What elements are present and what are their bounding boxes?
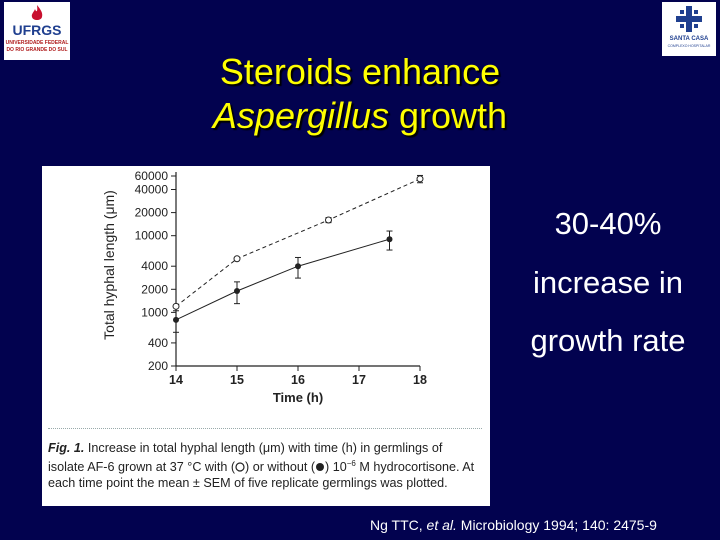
title-line-2: Aspergillus growth (0, 94, 720, 138)
y-tick-label-7: 40000 (135, 183, 169, 197)
x-tick-label-2: 16 (291, 373, 305, 387)
caption-text-3: ) 10 (325, 460, 347, 475)
open-circle-icon (235, 462, 245, 472)
y-axis-label: Total hyphal length (μm) (101, 190, 117, 340)
citation: Ng TTC, et al. Microbiology 1994; 140: 2… (370, 517, 657, 533)
x-axis-label: Time (h) (273, 390, 323, 405)
y-tick-label-4: 4000 (141, 259, 168, 273)
citation-authors: Ng TTC, (370, 517, 427, 533)
caption-divider (48, 428, 482, 429)
y-tick-label-0: 200 (148, 359, 168, 373)
caption-exponent: −6 (346, 459, 356, 468)
y-tick-label-1: 400 (148, 336, 168, 350)
series-1-line (175, 238, 390, 321)
side-text-line-1: 30-40% (554, 206, 662, 241)
santa-casa-logo: SANTA CASA COMPLEXO HOSPITALAR (662, 2, 716, 56)
figure-caption: Fig. 1. Increase in total hyphal length … (48, 440, 482, 491)
ufrgs-logo-line1: UNIVERSIDADE FEDERAL (5, 40, 69, 46)
series-0-line (175, 178, 421, 307)
figure-panel: 200 400 1000 2000 4000 10000 20000 40000 60000 14… (42, 166, 490, 506)
series-1-point-2 (295, 263, 301, 270)
x-tick-label-3: 17 (352, 373, 366, 387)
y-tick-label-6: 20000 (135, 206, 169, 220)
series-1-point-3 (386, 236, 393, 243)
slide-title: Steroids enhance Aspergillus growth (0, 50, 720, 138)
ufrgs-logo: UFRGS UNIVERSIDADE FEDERAL DO RIO GRANDE… (4, 2, 70, 60)
ufrgs-logo-line2: DO RIO GRANDE DO SUL (6, 47, 68, 53)
caption-text-2: ) or without ( (245, 460, 316, 475)
caption-fig-label: Fig. 1. (48, 441, 85, 455)
citation-rest: Microbiology 1994; 140: 2475-9 (456, 517, 657, 533)
title-line-1: Steroids enhance (219, 51, 501, 92)
x-tick-label-1: 15 (230, 373, 244, 387)
x-tick-label-4: 18 (413, 373, 427, 387)
caption-text-1: Increase in total hyphal length (μm) wit… (48, 441, 443, 475)
side-text-line-2: increase in (533, 265, 683, 300)
series-0-point-1 (233, 255, 241, 263)
side-text-line-3: growth rate (530, 323, 686, 358)
series-0-point-0 (172, 302, 180, 310)
y-tick-label-3: 2000 (141, 282, 168, 296)
title-rest: growth (389, 95, 508, 136)
citation-etal: et al. (426, 517, 457, 533)
series-0-point-2 (325, 216, 332, 224)
santa-casa-logo-sub: COMPLEXO HOSPITALAR (667, 44, 711, 48)
y-tick-label-2: 1000 (141, 305, 168, 319)
x-tick-label-0: 14 (169, 373, 183, 387)
y-tick-label-8: 60000 (135, 169, 169, 183)
caption-text-4: M hydrocortisone. At each time point the… (48, 460, 475, 491)
santa-casa-logo-name: SANTA CASA (669, 36, 709, 42)
flame-icon (31, 5, 43, 20)
filled-circle-icon (316, 463, 325, 472)
series-0-point-3 (416, 175, 424, 183)
ufrgs-logo-name: UFRGS (12, 22, 62, 38)
series-1-point-0 (173, 316, 179, 323)
series-1-point-1 (234, 288, 240, 295)
title-genus: Aspergillus (212, 95, 390, 136)
cross-icon (676, 6, 702, 32)
y-tick-label-5: 10000 (135, 229, 169, 243)
